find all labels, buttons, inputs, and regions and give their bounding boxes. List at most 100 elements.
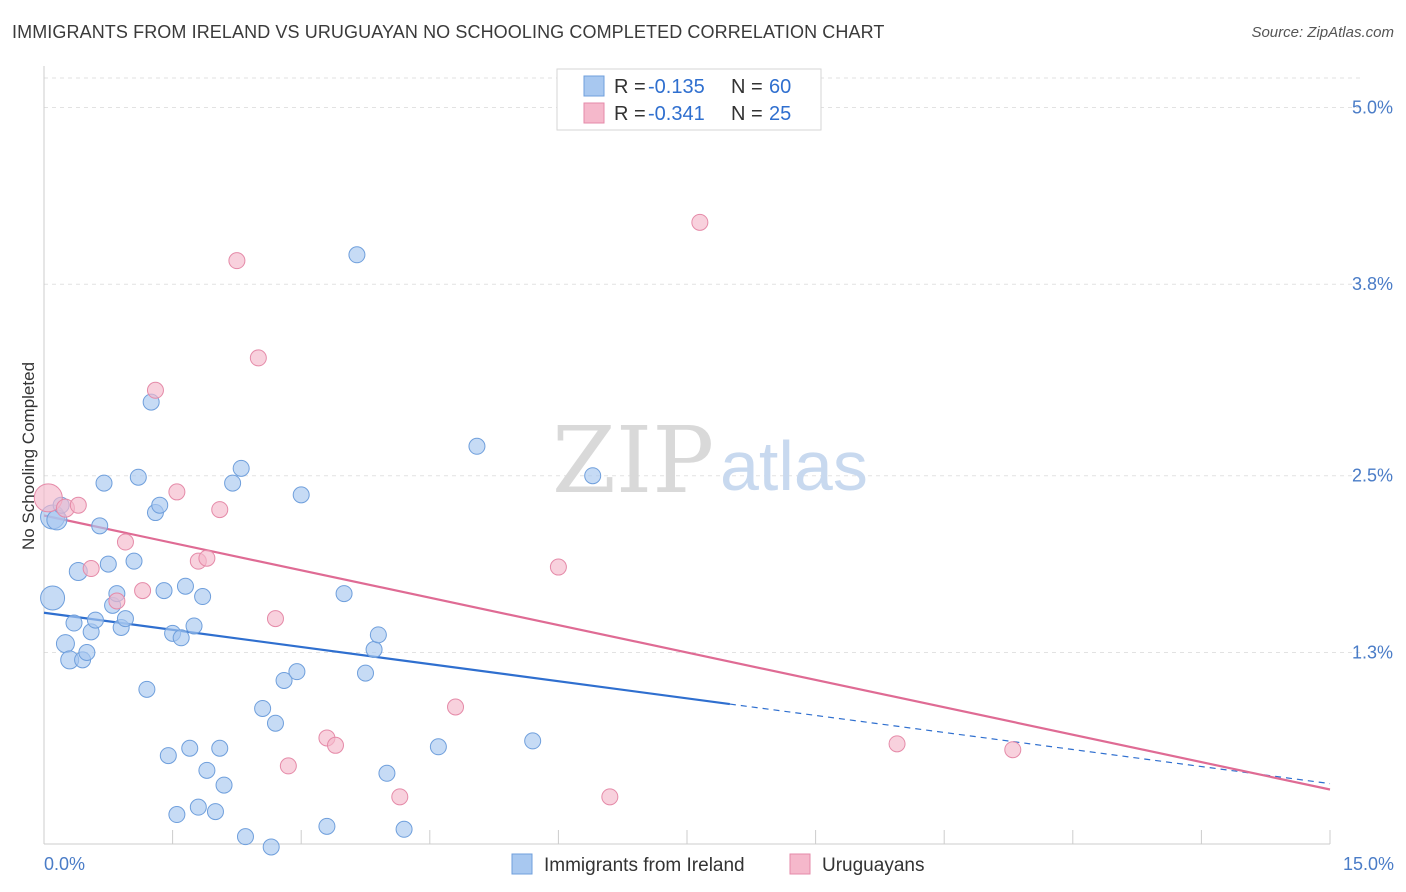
legend-series: Immigrants from Ireland Uruguayans: [511, 853, 924, 876]
point-s0-32: [189, 798, 207, 816]
point-s0-40: [236, 828, 254, 846]
data-points: [33, 213, 1022, 856]
point-s0-11: [91, 517, 109, 535]
watermark-atlas: atlas: [720, 427, 868, 505]
trend-lines: [43, 514, 1331, 791]
point-s0-57: [524, 732, 542, 750]
y-tick-label-0: 1.3%: [1352, 643, 1393, 663]
legend-stats: R = -0.135 N = 60 R = -0.341 N = 25: [556, 68, 822, 131]
point-s1-15: [279, 757, 297, 775]
point-s1-10: [198, 549, 216, 567]
point-s1-23: [888, 735, 906, 753]
point-s0-56: [468, 437, 486, 455]
point-s0-44: [275, 671, 293, 689]
point-s0-19: [129, 468, 147, 486]
legend-r-value-0: -0.135: [648, 76, 705, 98]
point-s1-4: [108, 592, 126, 610]
legend-n-label-0: N =: [731, 76, 763, 98]
point-s0-42: [262, 838, 280, 856]
point-s1-12: [228, 252, 246, 270]
legend-bottom-swatch-0: [511, 853, 533, 875]
point-s0-1: [40, 585, 66, 611]
point-s0-28: [172, 629, 190, 647]
y-tick-label-1: 2.5%: [1352, 466, 1393, 486]
trend-line-extension-0: [729, 703, 1331, 785]
legend-bottom-swatch-1: [789, 853, 811, 875]
point-s1-19: [447, 698, 465, 716]
point-s0-36: [211, 739, 229, 757]
watermark-zip: ZIP: [552, 407, 714, 514]
point-s0-38: [224, 474, 242, 492]
point-s1-17: [326, 736, 344, 754]
point-s0-25: [159, 747, 177, 765]
point-s0-5: [65, 614, 83, 632]
point-s0-12: [95, 474, 113, 492]
point-s0-58: [584, 467, 602, 485]
chart-title: IMMIGRANTS FROM IRELAND VS URUGUAYAN NO …: [12, 22, 885, 42]
point-s0-29: [176, 577, 194, 595]
point-s0-30: [181, 739, 199, 757]
point-s0-31: [185, 617, 203, 635]
point-s0-18: [125, 552, 143, 570]
point-s0-54: [395, 820, 413, 838]
point-s1-21: [601, 788, 619, 806]
x-tick-label-1: 15.0%: [1343, 854, 1394, 874]
point-s0-48: [335, 585, 353, 603]
x-tick-label-0: 0.0%: [44, 854, 85, 874]
legend-r-value-1: -0.341: [648, 103, 705, 125]
legend-swatch-1: [583, 102, 605, 124]
point-s0-49: [357, 664, 374, 682]
point-s0-33: [194, 588, 212, 606]
point-s1-22: [691, 213, 709, 231]
point-s0-24: [155, 582, 173, 600]
point-s0-17: [116, 610, 134, 628]
point-s0-51: [369, 626, 387, 644]
trend-line-1: [43, 514, 1331, 791]
point-s0-37: [215, 776, 233, 794]
point-s0-20: [138, 680, 156, 698]
point-s1-13: [249, 349, 267, 367]
point-s1-2: [69, 496, 87, 514]
point-s0-55: [429, 738, 447, 756]
point-s0-13: [99, 555, 117, 573]
legend-n-label-1: N =: [731, 103, 763, 125]
point-s0-45: [288, 663, 306, 681]
point-s0-50: [365, 641, 383, 659]
point-s0-43: [266, 714, 284, 732]
point-s0-23: [151, 496, 169, 514]
watermark: ZIP atlas: [552, 407, 868, 514]
point-s0-3: [55, 634, 75, 654]
y-tick-label-2: 3.8%: [1352, 274, 1393, 294]
legend-n-value-0: 60: [769, 76, 791, 98]
legend-bottom-label-0: Immigrants from Ireland: [544, 855, 745, 876]
legend-r-label-1: R =: [614, 103, 646, 125]
y-tick-label-3: 5.0%: [1352, 97, 1393, 117]
point-s0-8: [78, 644, 96, 661]
legend-n-value-1: 25: [769, 103, 791, 125]
point-s1-6: [134, 582, 152, 600]
point-s1-7: [146, 381, 164, 399]
point-s0-10: [86, 611, 104, 629]
point-s0-52: [348, 246, 366, 264]
point-s0-39: [232, 459, 250, 477]
point-s1-14: [266, 610, 284, 628]
point-s1-5: [116, 533, 134, 551]
point-s1-24: [1004, 741, 1022, 759]
point-s0-41: [254, 699, 272, 717]
point-s1-3: [82, 560, 100, 578]
legend-r-label-0: R =: [614, 76, 646, 98]
point-s0-47: [318, 817, 336, 835]
axes: [43, 66, 1331, 845]
trend-line-0: [43, 611, 731, 706]
point-s1-0: [33, 483, 63, 513]
grid-lines: [44, 77, 1360, 653]
point-s0-46: [292, 486, 310, 504]
point-s0-27: [168, 806, 186, 824]
point-s0-34: [198, 761, 216, 779]
source-label: Source: ZipAtlas.com: [1251, 24, 1394, 41]
point-s1-20: [549, 558, 567, 576]
point-s0-53: [378, 764, 396, 782]
point-s0-35: [206, 803, 224, 821]
legend-bottom-label-1: Uruguayans: [822, 855, 924, 876]
